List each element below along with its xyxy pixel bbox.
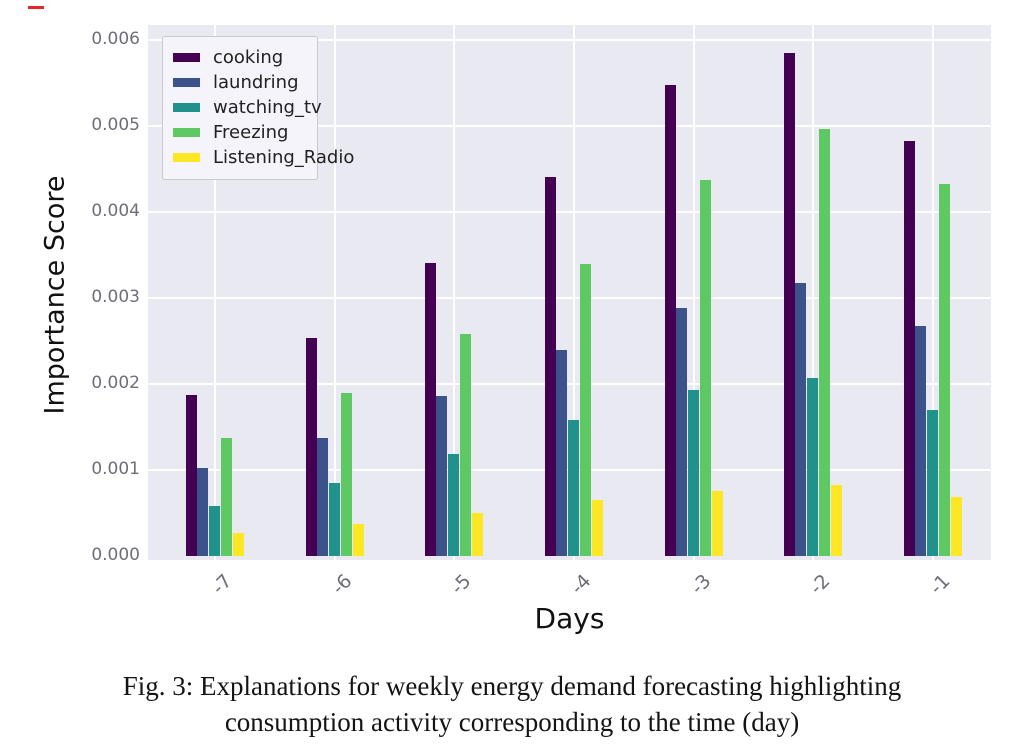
bar-watching_tv-day-5 (448, 454, 460, 556)
x-axis-title: Days (534, 602, 605, 635)
x-tick-label: -6 (327, 570, 357, 599)
legend-label: watching_tv (213, 97, 322, 118)
bar-Listening_Radio-day-3 (711, 491, 723, 556)
figure-caption: Fig. 3: Explanations for weekly energy d… (0, 668, 1024, 740)
bar-watching_tv-day-6 (329, 483, 341, 556)
bar-watching_tv-day-1 (927, 410, 939, 556)
x-tick-label: -2 (805, 570, 835, 599)
horizontal-gridline (148, 39, 991, 41)
y-tick-label: 0.003 (91, 287, 140, 307)
bar-laundring-day-1 (915, 326, 927, 556)
legend-swatch-cooking (173, 53, 200, 62)
horizontal-gridline (148, 383, 991, 385)
bar-watching_tv-day-2 (807, 378, 819, 556)
legend-item-Listening_Radio: Listening_Radio (173, 145, 354, 170)
y-tick-label: 0.000 (91, 545, 140, 565)
bar-watching_tv-day-4 (568, 420, 580, 556)
vertical-gridline (812, 25, 814, 560)
legend-swatch-Listening_Radio (173, 153, 200, 162)
y-tick-label: 0.005 (91, 115, 140, 135)
legend-label: Listening_Radio (213, 147, 355, 168)
bar-Listening_Radio-day-2 (830, 485, 842, 556)
bar-cooking-day-4 (544, 177, 556, 556)
legend-label: laundring (213, 72, 299, 93)
bar-cooking-day-1 (903, 141, 915, 556)
vertical-gridline (214, 25, 216, 560)
bar-Listening_Radio-day-5 (471, 513, 483, 556)
caption-line-2: consumption activity corresponding to th… (224, 707, 800, 737)
x-tick-label: -5 (446, 570, 476, 599)
horizontal-gridline (148, 125, 991, 127)
vertical-gridline (573, 25, 575, 560)
vertical-gridline (334, 25, 336, 560)
bar-chart: 0.000 0.001 0.002 0.003 0.004 0.005 0.006 -7 -6… (39, 25, 991, 635)
legend-label: Freezing (213, 122, 289, 143)
bar-Listening_Radio-day-4 (591, 500, 603, 556)
horizontal-gridline (148, 297, 991, 299)
y-tick-label: 0.006 (91, 29, 140, 49)
bar-laundring-day-5 (436, 396, 448, 556)
y-tick-label: 0.004 (91, 201, 140, 221)
legend-item-cooking: cooking (173, 45, 307, 70)
x-tick-label: -1 (925, 570, 955, 599)
legend-swatch-watching_tv (173, 103, 200, 112)
vertical-gridline (932, 25, 934, 560)
bar-Freezing-day-2 (818, 129, 830, 556)
bar-laundring-day-6 (317, 438, 329, 556)
bar-Listening_Radio-day-1 (950, 497, 962, 556)
x-tick-label: -3 (686, 570, 716, 599)
bar-Freezing-day-4 (579, 264, 591, 556)
bar-cooking-day-2 (783, 53, 795, 556)
bar-laundring-day-4 (556, 350, 568, 556)
legend-item-laundring: laundring (173, 70, 307, 95)
bar-Freezing-day-7 (220, 438, 232, 556)
red-annotation-mark (28, 6, 44, 9)
bar-laundring-day-7 (197, 468, 209, 556)
legend-swatch-laundring (173, 78, 200, 87)
bar-Listening_Radio-day-6 (352, 524, 364, 556)
bar-laundring-day-2 (795, 283, 807, 556)
vertical-gridline (453, 25, 455, 560)
bar-Freezing-day-3 (699, 180, 711, 556)
bar-cooking-day-5 (424, 263, 436, 556)
legend-item-Freezing: Freezing (173, 120, 307, 145)
bar-laundring-day-3 (676, 308, 688, 556)
legend-swatch-Freezing (173, 128, 200, 137)
bar-Freezing-day-5 (459, 334, 471, 556)
caption-line-1: Fig. 3: Explanations for weekly energy d… (122, 671, 902, 701)
legend-item-watching_tv: watching_tv (173, 95, 322, 120)
bar-Freezing-day-1 (938, 184, 950, 556)
vertical-gridline (693, 25, 695, 560)
y-tick-label: 0.001 (91, 459, 140, 479)
horizontal-gridline (148, 211, 991, 213)
x-tick-label: -4 (566, 570, 596, 599)
bar-watching_tv-day-3 (688, 390, 700, 556)
bar-cooking-day-6 (305, 338, 317, 556)
y-axis-title: Importance Score (39, 175, 71, 415)
plot-area (148, 25, 991, 560)
legend-label: cooking (213, 47, 284, 68)
legend: cooking laundring watching_tv Freezing Liste… (162, 36, 354, 180)
bar-cooking-day-7 (185, 395, 197, 556)
x-tick-label: -7 (207, 570, 237, 599)
y-tick-label: 0.002 (91, 373, 140, 393)
bar-watching_tv-day-7 (209, 506, 221, 556)
bar-Freezing-day-6 (340, 393, 352, 556)
bar-Listening_Radio-day-7 (232, 533, 244, 556)
bar-cooking-day-3 (664, 85, 676, 556)
